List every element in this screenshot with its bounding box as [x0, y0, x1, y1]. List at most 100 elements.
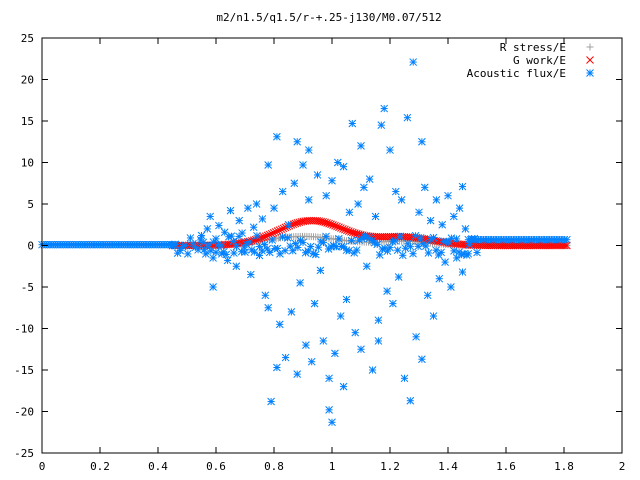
series-acoustic-flux-e-point [391, 236, 399, 245]
series-acoustic-flux-e-point [360, 183, 368, 192]
series-g-work-e-point [261, 232, 270, 241]
y-tick-label: 15 [21, 115, 34, 128]
series-acoustic-flux-e-point [194, 245, 202, 254]
series-acoustic-flux-e-point [429, 312, 438, 320]
series-g-work-e-point [269, 228, 278, 237]
series-acoustic-flux-e-point [183, 250, 192, 258]
series-acoustic-flux-e-point [189, 239, 197, 248]
series-acoustic-flux-e-point [438, 220, 447, 229]
series-acoustic-flux-e-point [273, 363, 281, 372]
series-g-work-e-point [259, 233, 268, 241]
series-acoustic-flux-e-point [424, 249, 433, 257]
series-g-work-e-point [267, 229, 276, 238]
series-acoustic-flux-e-point [197, 231, 206, 240]
series-acoustic-flux-e-point [319, 337, 328, 345]
series-acoustic-flux-e-point [313, 171, 322, 179]
series-acoustic-flux-e-point [357, 142, 365, 150]
series-g-work-e-point [339, 224, 347, 233]
series-acoustic-flux-e-point [267, 397, 275, 406]
series-acoustic-flux-e-point [311, 250, 320, 259]
series-acoustic-flux-e-point [217, 249, 226, 258]
series-acoustic-flux-e-point [383, 287, 391, 296]
series-acoustic-flux-e-point [249, 223, 258, 232]
series-g-work-e-point [271, 228, 280, 236]
series-g-work-e-point [279, 224, 288, 233]
series-acoustic-flux-e-point [386, 146, 394, 154]
legend-label: Acoustic flux/E [467, 67, 566, 80]
x-tick-label: 0.6 [206, 460, 226, 473]
plot-area [38, 58, 571, 427]
series-acoustic-flux-e-point [246, 270, 255, 279]
series-acoustic-flux-e-point [258, 215, 267, 223]
series-g-work-e-point [277, 225, 286, 234]
y-tick-label: -10 [14, 323, 34, 336]
series-acoustic-flux-e-point [310, 299, 319, 308]
y-tick-label: -25 [14, 447, 34, 460]
series-acoustic-flux-e-point [348, 119, 357, 128]
series-acoustic-flux-e-point [171, 240, 179, 249]
chart-title: m2/n1.5/q1.5/r-+.25-j130/M0.07/512 [216, 11, 441, 24]
series-acoustic-flux-e-point [352, 246, 361, 254]
series-acoustic-flux-e-point [283, 233, 292, 242]
series-acoustic-flux-e-point [235, 216, 244, 225]
series-acoustic-flux-e-point [263, 245, 272, 253]
series-acoustic-flux-e-point [563, 235, 571, 244]
series-acoustic-flux-e-point [450, 247, 458, 255]
series-acoustic-flux-e-point [293, 137, 302, 146]
y-tick-label: -20 [14, 406, 34, 419]
y-tick-label: 25 [21, 32, 34, 45]
series-acoustic-flux-e-point [268, 236, 277, 244]
series-acoustic-flux-e-point [281, 353, 290, 362]
series-acoustic-flux-e-point [334, 234, 343, 243]
series-acoustic-flux-e-point [357, 345, 365, 354]
series-acoustic-flux-e-point [244, 204, 252, 213]
series-g-work-e-point [327, 220, 335, 229]
series-acoustic-flux-e-point [394, 273, 403, 281]
series-acoustic-flux-e-point [342, 295, 351, 304]
series-acoustic-flux-e-point [398, 251, 407, 260]
series-acoustic-flux-e-point [212, 235, 220, 243]
legend-marker [586, 43, 594, 51]
series-acoustic-flux-e-point [374, 337, 383, 345]
series-acoustic-flux-e-point [354, 200, 362, 208]
series-acoustic-flux-e-point [293, 370, 302, 379]
series-acoustic-flux-e-point [241, 248, 249, 256]
series-acoustic-flux-e-point [261, 291, 270, 300]
legend-marker [586, 56, 594, 64]
series-acoustic-flux-e-point [304, 146, 313, 154]
series-g-work-e-point [333, 222, 341, 231]
series-acoustic-flux-e-point [255, 251, 264, 260]
series-acoustic-flux-e-point [345, 246, 353, 255]
series-acoustic-flux-e-point [229, 237, 238, 246]
series-acoustic-flux-e-point [444, 191, 452, 200]
series-acoustic-flux-e-point [365, 175, 374, 183]
series-g-work-e-point [335, 223, 343, 232]
series-acoustic-flux-e-point [299, 238, 307, 247]
series-g-work-e-point [273, 227, 282, 235]
series-acoustic-flux-e-point [284, 220, 293, 229]
legend-marker [586, 69, 594, 77]
series-acoustic-flux-e-point [437, 248, 446, 257]
series-acoustic-flux-e-point [396, 232, 405, 241]
series-acoustic-flux-e-point [296, 278, 304, 287]
y-tick-label: 20 [21, 74, 34, 87]
series-acoustic-flux-e-point [328, 418, 336, 427]
series-acoustic-flux-e-point [322, 191, 331, 200]
series-acoustic-flux-e-point [351, 328, 360, 337]
legend-label: G work/E [513, 54, 566, 67]
series-acoustic-flux-e-point [426, 216, 435, 225]
series-acoustic-flux-e-point [316, 266, 325, 275]
series-acoustic-flux-e-point [449, 212, 458, 221]
series-acoustic-flux-e-point [418, 355, 426, 364]
series-acoustic-flux-e-point [322, 232, 330, 241]
x-tick-label: 0.4 [148, 460, 168, 473]
y-tick-label: -15 [14, 364, 34, 377]
series-g-work-e-point [331, 221, 339, 230]
series-acoustic-flux-e-point [409, 249, 417, 258]
series-acoustic-flux-e-point [288, 246, 297, 255]
series-acoustic-flux-e-point [245, 238, 254, 246]
series-acoustic-flux-e-point [432, 195, 441, 204]
series-acoustic-flux-e-point [223, 256, 232, 265]
